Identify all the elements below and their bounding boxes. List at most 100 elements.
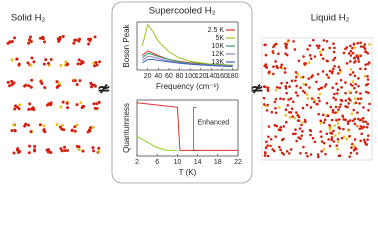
molecule bbox=[60, 149, 64, 153]
molecule bbox=[87, 37, 91, 41]
molecule bbox=[8, 84, 12, 88]
molecule bbox=[353, 86, 356, 90]
molecule bbox=[313, 55, 317, 58]
molecule bbox=[275, 124, 279, 128]
molecule bbox=[358, 118, 362, 122]
molecule bbox=[359, 45, 363, 48]
molecule bbox=[326, 114, 330, 118]
molecule bbox=[305, 103, 309, 107]
molecule bbox=[45, 148, 49, 152]
molecule bbox=[264, 63, 268, 66]
molecule bbox=[325, 101, 329, 105]
molecule bbox=[301, 89, 305, 93]
molecule bbox=[345, 62, 349, 65]
molecule bbox=[322, 121, 326, 124]
molecule bbox=[356, 111, 359, 114]
molecule bbox=[292, 40, 295, 43]
molecule bbox=[353, 74, 357, 78]
molecule bbox=[33, 144, 37, 148]
molecule bbox=[283, 71, 287, 74]
molecule bbox=[337, 140, 340, 144]
molecule bbox=[97, 149, 101, 153]
molecule bbox=[321, 57, 325, 60]
annotation: Enhanced bbox=[198, 120, 230, 127]
molecule bbox=[324, 83, 328, 86]
molecule bbox=[26, 61, 30, 65]
molecule bbox=[318, 44, 321, 48]
molecule bbox=[342, 51, 346, 55]
x-axis-label: T (K) bbox=[179, 168, 197, 177]
molecule bbox=[72, 41, 76, 45]
molecule bbox=[75, 103, 79, 107]
molecule bbox=[316, 72, 320, 76]
molecule bbox=[322, 148, 326, 151]
molecule bbox=[345, 137, 349, 141]
molecule bbox=[279, 148, 282, 152]
molecule bbox=[90, 83, 94, 87]
molecule bbox=[38, 36, 42, 40]
legend-label: 5K bbox=[215, 35, 224, 42]
molecule bbox=[61, 100, 65, 104]
molecule bbox=[79, 62, 83, 66]
molecule bbox=[359, 97, 363, 100]
molecule bbox=[292, 132, 295, 136]
molecule bbox=[290, 107, 294, 111]
molecule bbox=[356, 124, 360, 128]
molecule bbox=[332, 67, 335, 71]
molecule bbox=[366, 122, 370, 126]
x-tick-label: 80 bbox=[176, 73, 184, 80]
molecule bbox=[357, 77, 360, 80]
molecule bbox=[311, 136, 315, 140]
molecule bbox=[307, 77, 310, 80]
molecule bbox=[95, 63, 99, 67]
molecule bbox=[319, 130, 322, 133]
molecule bbox=[366, 78, 370, 81]
molecule bbox=[309, 106, 313, 109]
molecule bbox=[351, 119, 355, 123]
molecule bbox=[66, 149, 70, 153]
molecule bbox=[10, 79, 14, 83]
molecule bbox=[308, 128, 312, 132]
molecule bbox=[346, 122, 350, 125]
molecule bbox=[12, 81, 16, 85]
molecule bbox=[16, 147, 20, 151]
molecule bbox=[277, 52, 280, 56]
molecule bbox=[348, 60, 352, 63]
molecule bbox=[303, 91, 307, 94]
molecule bbox=[306, 154, 309, 158]
molecule bbox=[321, 70, 325, 73]
molecule bbox=[330, 118, 334, 122]
molecule bbox=[48, 150, 52, 154]
molecule bbox=[77, 145, 81, 149]
molecule bbox=[28, 102, 32, 106]
molecule bbox=[310, 76, 313, 79]
molecule bbox=[97, 100, 101, 104]
molecule bbox=[347, 129, 350, 133]
molecule bbox=[75, 82, 79, 86]
molecule bbox=[320, 140, 324, 143]
molecule bbox=[332, 140, 336, 143]
molecule bbox=[359, 54, 363, 58]
molecule bbox=[342, 127, 345, 131]
molecule bbox=[323, 118, 327, 122]
molecule bbox=[267, 135, 270, 139]
molecule bbox=[29, 40, 33, 44]
molecule bbox=[38, 123, 42, 127]
molecule bbox=[89, 85, 93, 89]
molecule bbox=[264, 146, 268, 150]
molecule bbox=[308, 61, 311, 65]
molecule bbox=[348, 155, 351, 158]
molecule bbox=[351, 51, 355, 55]
x-tick-label: 2 bbox=[135, 159, 139, 166]
series-line bbox=[142, 58, 233, 68]
molecule bbox=[338, 70, 342, 74]
molecule bbox=[279, 128, 283, 132]
molecule bbox=[304, 83, 308, 86]
molecule bbox=[30, 107, 34, 111]
molecule bbox=[13, 129, 17, 133]
molecule bbox=[309, 57, 313, 60]
molecule bbox=[297, 59, 301, 63]
molecule bbox=[336, 92, 339, 95]
molecule bbox=[79, 101, 83, 105]
molecule bbox=[318, 92, 322, 96]
